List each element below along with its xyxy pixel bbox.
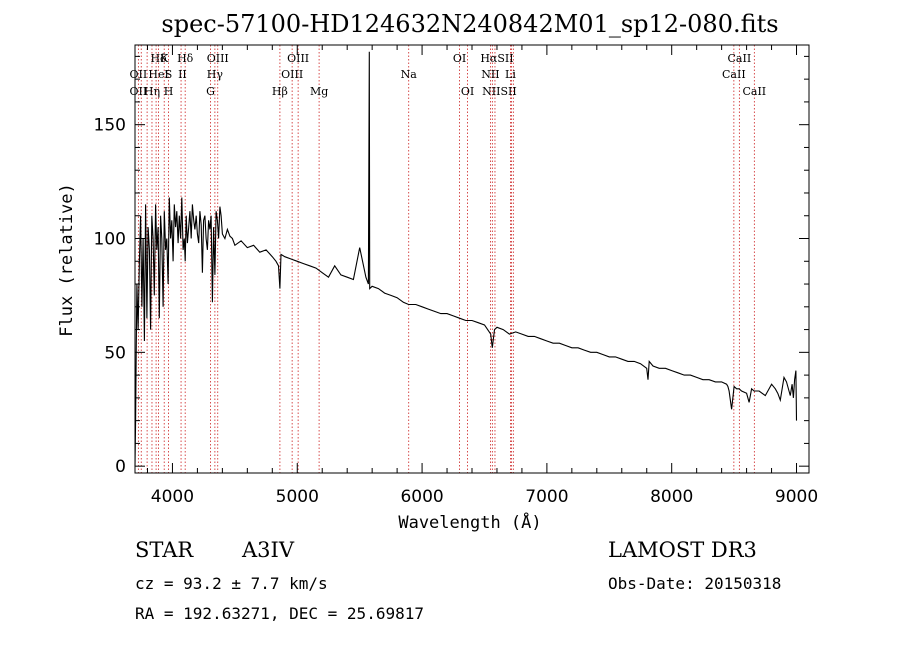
line-marker-label: H — [164, 85, 174, 98]
chart-title: spec-57100-HD124632N240842M01_sp12-080.f… — [161, 10, 778, 38]
line-marker-label: OIII — [287, 52, 309, 65]
line-marker-label: II — [178, 68, 187, 81]
object-subclass: A3IV — [242, 538, 294, 562]
line-marker-label: Hβ — [272, 85, 288, 98]
redshift-velocity: cz = 93.2 ± 7.7 km/s — [135, 574, 328, 593]
x-tick-label: 6000 — [400, 487, 443, 507]
line-marker-label: HeI — [148, 68, 168, 81]
line-marker-label: HαSII — [480, 52, 513, 65]
line-marker-label: CaII — [742, 85, 766, 98]
plot-frame — [134, 44, 810, 474]
y-tick-label: 0 — [115, 457, 126, 477]
spectrum-line — [134, 51, 798, 467]
line-marker-label: OI — [461, 85, 474, 98]
line-marker-label: OIII — [281, 68, 303, 81]
x-axis: 4000 5000 6000 7000 8000 9000 — [146, 45, 818, 507]
x-tick-label: 9000 — [775, 487, 818, 507]
y-axis: 0 50 100 150 — [94, 55, 809, 477]
line-marker-label: K — [160, 52, 169, 65]
line-marker-label: OII — [130, 85, 148, 98]
line-marker-label: CaII — [722, 68, 746, 81]
y-tick-label: 50 — [104, 343, 126, 363]
x-tick-label: 8000 — [650, 487, 693, 507]
line-marker-label: Mg — [310, 85, 328, 98]
x-axis-label: Wavelength (Å) — [398, 511, 541, 533]
line-marker-label: Na — [401, 68, 418, 81]
line-marker-label: G — [206, 85, 215, 98]
line-marker-label: OI — [453, 52, 466, 65]
coordinates: RA = 192.63271, DEC = 25.69817 — [135, 604, 424, 623]
line-marker-label: Hδ — [177, 52, 194, 65]
line-marker-label: OIII — [207, 52, 229, 65]
line-marker-label: Li — [505, 68, 516, 81]
line-marker-lines — [137, 45, 755, 473]
line-marker-label: CaII — [728, 52, 752, 65]
x-tick-label: 5000 — [276, 487, 319, 507]
line-marker-label: Hγ — [207, 68, 224, 81]
y-tick-label: 150 — [94, 116, 126, 136]
object-class: STAR — [135, 538, 194, 562]
line-marker-label: Hη — [144, 85, 160, 98]
line-marker-label: S — [165, 68, 173, 81]
line-marker-label: OII — [130, 68, 148, 81]
x-tick-label: 4000 — [151, 487, 194, 507]
line-marker-label: NIISII — [482, 85, 517, 98]
y-tick-label: 100 — [94, 230, 126, 250]
survey-name: LAMOST DR3 — [608, 538, 757, 562]
line-marker-label: NII — [481, 68, 499, 81]
observation-date: Obs-Date: 20150318 — [608, 574, 782, 593]
y-axis-label: Flux (relative) — [57, 183, 77, 337]
line-marker-label: Hδ — [150, 52, 167, 65]
x-tick-label: 7000 — [525, 487, 568, 507]
